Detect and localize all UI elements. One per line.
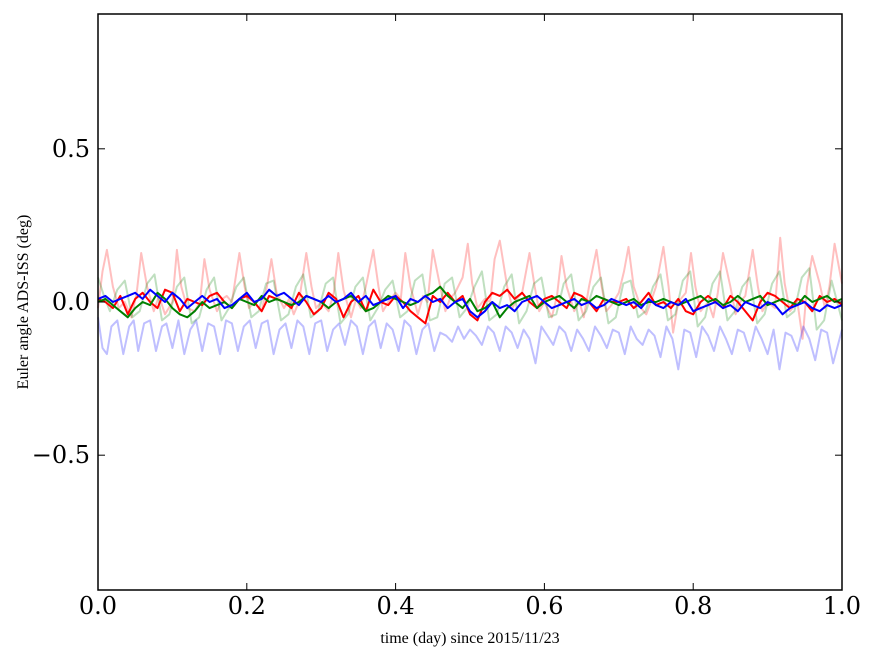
y-tick-label: 0.5 — [52, 135, 90, 163]
series-layer — [97, 236, 843, 371]
x-tick-label: 0.6 — [525, 592, 563, 620]
x-tick-label: 0.0 — [79, 592, 117, 620]
series-line-1 — [97, 236, 843, 340]
x-tick-label: 1.0 — [823, 592, 861, 620]
x-tick-label: 0.4 — [377, 592, 415, 620]
series-line-3 — [97, 317, 843, 371]
series-line-6 — [97, 288, 843, 319]
y-axis-label: Euler angle ADS-ISS (deg) — [15, 215, 32, 390]
ticks-layer: 0.0 0.2 0.4 0.6 0.8 1.0 0.5 0.0 −0.5 — [32, 14, 861, 620]
y-tick-label: −0.5 — [32, 441, 90, 469]
x-tick-label: 0.2 — [228, 592, 266, 620]
series-line-5 — [97, 285, 843, 319]
y-tick-label: 0.0 — [52, 288, 90, 316]
x-tick-label: 0.8 — [674, 592, 712, 620]
x-axis-label: time (day) since 2015/11/23 — [380, 630, 559, 647]
